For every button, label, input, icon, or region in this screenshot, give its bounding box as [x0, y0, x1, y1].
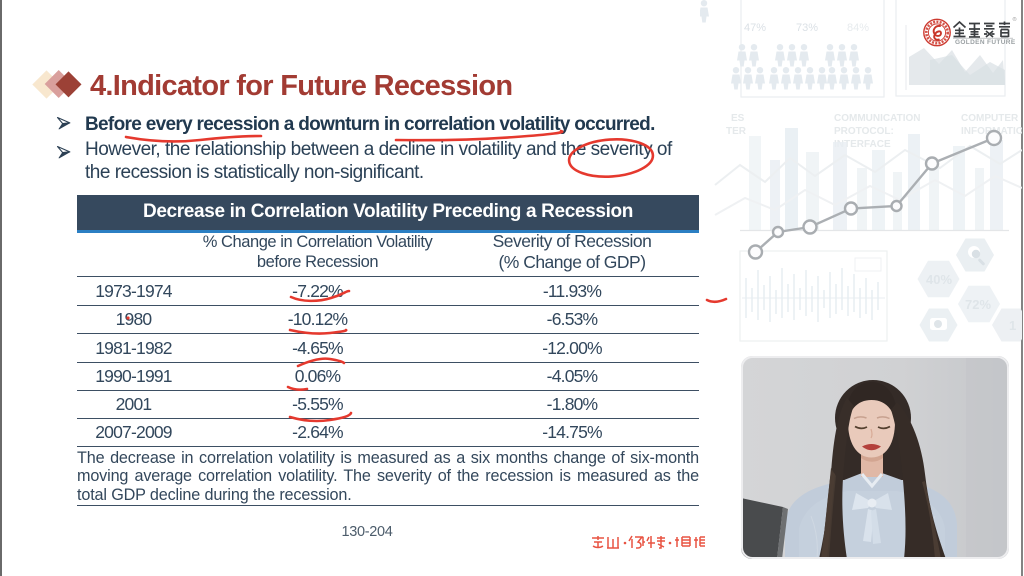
svg-text:72%: 72% [965, 297, 991, 312]
svg-text:TER: TER [726, 126, 747, 137]
svg-text:84%: 84% [847, 22, 869, 34]
svg-text:40%: 40% [926, 272, 952, 287]
svg-text:COMMUNICATION: COMMUNICATION [834, 113, 920, 124]
svg-text:73%: 73% [796, 22, 818, 34]
svg-text:1: 1 [1009, 318, 1016, 333]
svg-text:GOLDEN FUTURE: GOLDEN FUTURE [955, 39, 1016, 46]
svg-text:47%: 47% [744, 22, 766, 34]
svg-text:PROTOCOL:: PROTOCOL: [834, 126, 894, 137]
svg-text:COMPUTER: COMPUTER [961, 113, 1019, 124]
svg-text:ES: ES [731, 113, 745, 124]
svg-text:®: ® [1013, 16, 1017, 23]
svg-text:INTERFACE: INTERFACE [834, 139, 891, 150]
